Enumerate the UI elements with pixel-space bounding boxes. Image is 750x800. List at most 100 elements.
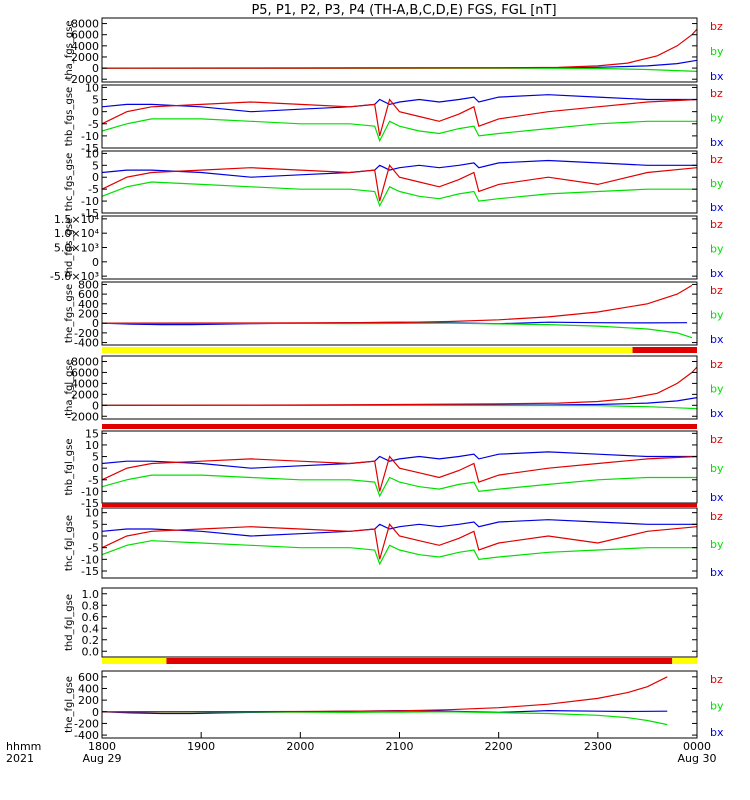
legend-by: by (710, 462, 724, 475)
series-by-line (102, 540, 697, 566)
y-tick-label: 0 (92, 530, 99, 543)
panel-frame (101, 507, 698, 579)
y-tick-label: -15 (81, 207, 99, 220)
y-tick-label: 0.0 (82, 645, 100, 658)
y-tick-label: 0 (92, 706, 99, 719)
y-tick-label: -200 (74, 717, 99, 730)
flag-segment (166, 658, 673, 664)
series-by-line (102, 404, 697, 410)
y-axis-label: thc_fgl_gse (64, 515, 75, 571)
flag-bar (102, 503, 697, 507)
series-bx-line (102, 94, 697, 113)
y-tick-label: 10 (85, 507, 99, 520)
plot-title: P5, P1, P2, P3, P4 (TH-A,B,C,D,E) FGS, F… (251, 3, 556, 18)
time-row-label: hhmm (6, 740, 41, 753)
series-bz-line (102, 366, 697, 406)
y-tick-label: -5 (88, 542, 99, 555)
panel-series-group (102, 366, 697, 410)
x-tick-label: 0000 (683, 740, 711, 753)
y-tick-label: -400 (74, 337, 99, 350)
legend-bx: bx (710, 407, 724, 420)
legend-bx: bx (710, 333, 724, 346)
panel-series-group (102, 28, 697, 72)
flag-segment (102, 503, 697, 507)
legend-bz: bz (710, 358, 723, 371)
y-tick-label: 5 (92, 94, 99, 107)
series-bz-line (102, 455, 697, 492)
flag-segment (102, 658, 167, 664)
y-tick-label: -5 (88, 183, 99, 196)
panel-series-group (102, 94, 697, 143)
legend-bx: bx (710, 70, 724, 83)
flag-segment (672, 658, 697, 664)
flag-segment (632, 347, 697, 353)
y-tick-label: -5 (88, 474, 99, 487)
y-axis-label: thd_fgs_gse (64, 218, 75, 277)
y-axis-label: the_fgl_gse (64, 676, 75, 733)
series-bz-line (102, 523, 697, 560)
y-axis-label: tha_fgs_gse (64, 20, 75, 79)
y-tick-label: 2000 (71, 51, 99, 64)
series-bz-line (102, 676, 668, 713)
legend-by: by (710, 112, 724, 125)
y-tick-label: 0 (92, 399, 99, 412)
y-tick-label: 10 (85, 439, 99, 452)
panel-frame (101, 215, 698, 280)
x-tick-label: 2300 (584, 740, 612, 753)
y-tick-label: 5.0×10³ (54, 242, 99, 255)
y-axis-label: thb_fgl_gse (64, 439, 75, 496)
legend-bz: bz (710, 284, 723, 297)
panel-thd_fgl_gse: 1.00.80.60.40.20.0 thd_fgl_gse (64, 587, 698, 658)
y-tick-label: 15 (85, 427, 99, 440)
y-tick-label: -10 (81, 130, 99, 143)
x-tick-label: 2000 (286, 740, 314, 753)
y-axis-label: thb_fgs_gse (64, 87, 75, 146)
legend-by: by (710, 538, 724, 551)
panel-frame (101, 430, 698, 504)
y-tick-label: 0.2 (82, 634, 100, 647)
series-by-line (102, 474, 697, 498)
legend-bx: bx (710, 201, 724, 214)
panel-frame (101, 355, 698, 420)
series-by-line (102, 118, 697, 143)
y-tick-label: 1.0×10⁴ (54, 227, 100, 240)
y-tick-label: 0.6 (82, 611, 100, 624)
y-tick-label: 10 (85, 147, 99, 160)
legend-bx: bx (710, 267, 724, 280)
legend-by: by (710, 45, 724, 58)
legend-bz: bz (710, 510, 723, 523)
y-tick-label: 200 (78, 694, 99, 707)
y-tick-label: 8000 (71, 355, 99, 368)
x-tick-label: 2200 (485, 740, 513, 753)
series-bz-line (102, 284, 693, 324)
y-tick-label: 0 (92, 256, 99, 269)
y-tick-label: -2000 (67, 410, 99, 423)
y-axis-label: thc_fgs_gse (64, 153, 75, 212)
y-tick-label: 0 (92, 106, 99, 119)
legend-bx: bx (710, 726, 724, 739)
y-tick-label: -15 (81, 497, 99, 510)
series-bz-line (102, 28, 697, 69)
y-tick-label: 4000 (71, 40, 99, 53)
y-tick-label: 8000 (71, 18, 99, 31)
series-bz-line (102, 164, 697, 202)
series-by-line (102, 181, 697, 208)
x-tick-label: 1800 (88, 740, 116, 753)
y-tick-label: 0 (92, 317, 99, 330)
y-tick-label: -10 (81, 553, 99, 566)
series-bx-line (102, 59, 697, 69)
y-axis-label: tha_fgl_gse (64, 359, 75, 416)
y-tick-label: 5 (92, 451, 99, 464)
series-by-line (102, 322, 693, 339)
y-tick-label: -2000 (67, 73, 99, 86)
y-tick-label: 5 (92, 518, 99, 531)
